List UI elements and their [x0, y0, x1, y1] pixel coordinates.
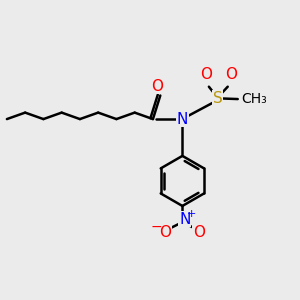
Text: S: S — [213, 91, 223, 106]
Text: CH₃: CH₃ — [242, 92, 267, 106]
Text: N: N — [177, 112, 188, 127]
Text: O: O — [193, 225, 205, 240]
Text: N: N — [179, 212, 190, 227]
Text: O: O — [152, 79, 164, 94]
Text: O: O — [226, 68, 238, 82]
Text: O: O — [160, 225, 172, 240]
Text: +: + — [187, 209, 196, 219]
Text: −: − — [150, 220, 162, 234]
Text: O: O — [200, 68, 212, 82]
